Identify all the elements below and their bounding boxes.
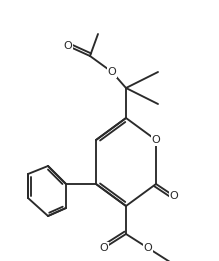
- Text: O: O: [64, 41, 72, 51]
- Text: O: O: [144, 243, 152, 253]
- Text: O: O: [100, 243, 108, 253]
- Text: O: O: [108, 67, 116, 77]
- Text: O: O: [152, 135, 160, 145]
- Text: O: O: [170, 191, 178, 201]
